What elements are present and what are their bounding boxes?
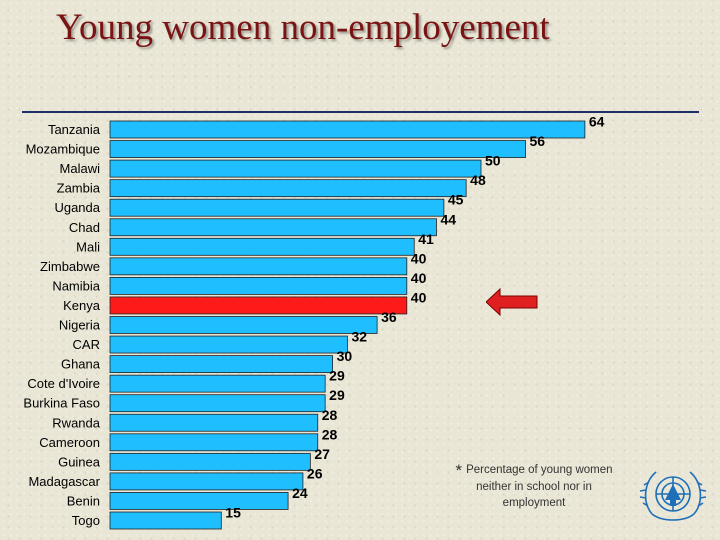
bar-tanzania: [109, 120, 586, 139]
category-label: Chad: [69, 220, 100, 235]
value-label: 48: [470, 172, 486, 188]
bar-zimbabwe: [109, 257, 408, 276]
value-label: 29: [329, 387, 345, 403]
category-label: Guinea: [58, 454, 101, 469]
footnote-text: Percentage of young women neither in sch…: [466, 464, 613, 509]
page-title: Young women non-employement: [56, 7, 550, 48]
value-label: 24: [292, 485, 308, 501]
bar-madagascar: [109, 472, 304, 491]
category-label: Mali: [76, 239, 100, 254]
category-label: Benin: [67, 493, 100, 508]
category-label: Kenya: [63, 298, 101, 313]
value-label: 50: [485, 153, 501, 169]
value-label: 40: [411, 250, 427, 266]
category-label: Malawi: [60, 161, 101, 176]
bar-mozambique: [109, 140, 526, 158]
value-label: 30: [337, 348, 353, 364]
category-label: Tanzania: [48, 122, 101, 137]
category-label: Uganda: [54, 200, 100, 215]
category-label: Mozambique: [26, 142, 100, 157]
category-label: Rwanda: [52, 415, 100, 430]
category-label: Zambia: [57, 181, 101, 196]
category-label: CAR: [73, 337, 100, 352]
bar-nigeria: [109, 316, 378, 334]
category-label: Zimbabwe: [40, 259, 100, 274]
bar-mali: [109, 237, 415, 256]
title-divider: [22, 111, 699, 113]
value-label: 45: [448, 192, 464, 208]
category-label: Cote d'Ivoire: [27, 376, 100, 391]
bar-car: [109, 335, 348, 354]
un-emblem-icon: [639, 471, 707, 521]
category-label: Cameroon: [39, 435, 100, 450]
bar-zambia: [109, 179, 467, 198]
bar-benin: [109, 492, 289, 510]
bar-rwanda: [109, 413, 319, 432]
value-label: 41: [418, 231, 434, 247]
bar-cote-d-ivoire: [109, 374, 326, 393]
bar-kenya: [109, 296, 408, 315]
value-label: 15: [225, 505, 241, 521]
category-label: Togo: [72, 513, 100, 528]
category-label: Madagascar: [28, 474, 100, 489]
value-label: 27: [314, 446, 330, 462]
value-label: 29: [329, 368, 345, 384]
bar-malawi: [109, 159, 482, 178]
category-label: Namibia: [52, 278, 100, 293]
bar-uganda: [109, 198, 445, 217]
value-label: 44: [440, 211, 456, 227]
bar-chad: [109, 218, 437, 237]
footnote-marker: *: [455, 461, 463, 480]
bar-cameroon: [109, 433, 319, 452]
category-label: Burkina Faso: [23, 396, 100, 411]
bar-namibia: [109, 276, 408, 295]
category-label: Nigeria: [59, 318, 101, 333]
left-arrow-icon: [486, 288, 538, 316]
value-label: 64: [589, 114, 605, 130]
category-label: Ghana: [61, 357, 101, 372]
value-label: 32: [351, 329, 367, 345]
bar-guinea: [109, 452, 311, 471]
value-label: 28: [322, 426, 338, 442]
value-label: 36: [381, 309, 397, 325]
value-label: 26: [307, 465, 323, 481]
value-label: 40: [411, 289, 427, 305]
value-label: 28: [322, 407, 338, 423]
value-label: 56: [530, 133, 546, 149]
value-label: 40: [411, 270, 427, 286]
bar-burkina-faso: [109, 394, 326, 413]
bar-ghana: [109, 355, 334, 374]
bar-togo: [109, 511, 222, 530]
footnote: * Percentage of young women neither in sc…: [448, 462, 620, 511]
